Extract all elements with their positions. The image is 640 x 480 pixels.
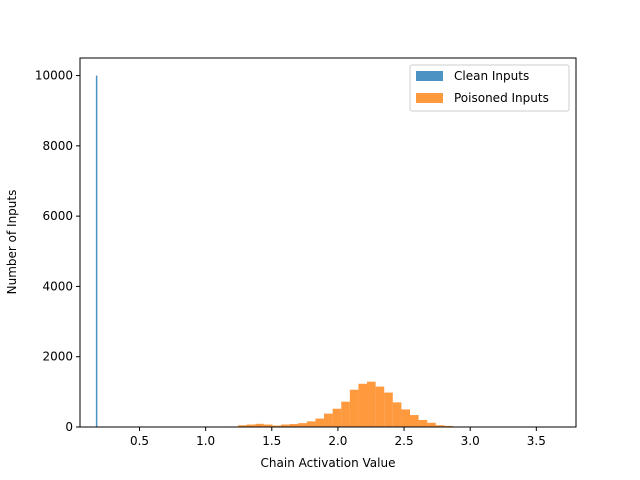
axes-frame	[79, 57, 577, 428]
x-tick-label: 3.0	[461, 434, 480, 448]
poisoned-bin-bar	[238, 425, 247, 427]
poisoned-bin-bar	[289, 424, 299, 427]
poisoned-bin-bar	[367, 381, 376, 427]
legend-label-clean: Clean Inputs	[454, 69, 529, 83]
y-axis-ticks: 0 2000 4000 6000 8000 10000	[35, 69, 80, 434]
x-tick-label: 2.5	[395, 434, 414, 448]
x-axis-ticks: 0.5 1.0 1.5 2.0 2.5 3.0 3.5	[130, 427, 546, 448]
legend-box	[409, 64, 570, 112]
legend-swatch-clean	[416, 71, 443, 81]
poisoned-bin-bar	[341, 401, 350, 427]
poisoned-bin-bar	[263, 424, 273, 427]
legend-label-poisoned: Poisoned Inputs	[454, 91, 549, 105]
clean-bin-bar	[95, 75, 98, 428]
poisoned-bin-bar	[358, 383, 368, 427]
y-axis-label: Number of Inputs	[5, 190, 19, 295]
poisoned-bin-bar	[349, 389, 359, 427]
x-tick-label: 2.0	[328, 434, 347, 448]
y-tick-label: 2000	[42, 350, 73, 364]
poisoned-bin-bar	[324, 413, 333, 427]
poisoned-bin-bar	[427, 422, 436, 427]
poisoned-bin-bar	[281, 424, 290, 427]
poisoned-bin-bar	[255, 423, 264, 427]
x-tick-label: 1.0	[196, 434, 215, 448]
poisoned-bin-bar	[246, 424, 256, 427]
legend-swatch-poisoned	[416, 93, 443, 103]
poisoned-bin-bar	[444, 425, 453, 427]
poisoned-bin-bar	[410, 415, 419, 427]
x-tick-label: 1.5	[262, 434, 281, 448]
poisoned-bin-bar	[435, 425, 445, 427]
poisoned-bin-bar	[306, 421, 316, 427]
bars-layer	[95, 75, 488, 428]
poisoned-bin-bar	[375, 386, 385, 427]
y-tick-label: 0	[65, 420, 73, 434]
x-tick-label: 3.5	[527, 434, 546, 448]
poisoned-bin-bar	[315, 418, 325, 427]
poisoned-bin-bar	[384, 392, 393, 427]
y-tick-label: 4000	[42, 279, 73, 293]
y-tick-label: 6000	[42, 209, 73, 223]
poisoned-bin-bar	[418, 419, 428, 427]
legend: Clean Inputs Poisoned Inputs	[409, 64, 570, 112]
y-tick-label: 10000	[35, 69, 73, 83]
poisoned-bin-bar	[298, 423, 307, 427]
poisoned-bin-bar	[401, 409, 411, 427]
y-tick-label: 8000	[42, 139, 73, 153]
poisoned-bin-bar	[272, 425, 282, 427]
poisoned-bin-bar	[332, 408, 342, 427]
poisoned-bin-bar	[392, 402, 402, 427]
x-axis-label: Chain Activation Value	[261, 456, 396, 470]
x-tick-label: 0.5	[130, 434, 149, 448]
